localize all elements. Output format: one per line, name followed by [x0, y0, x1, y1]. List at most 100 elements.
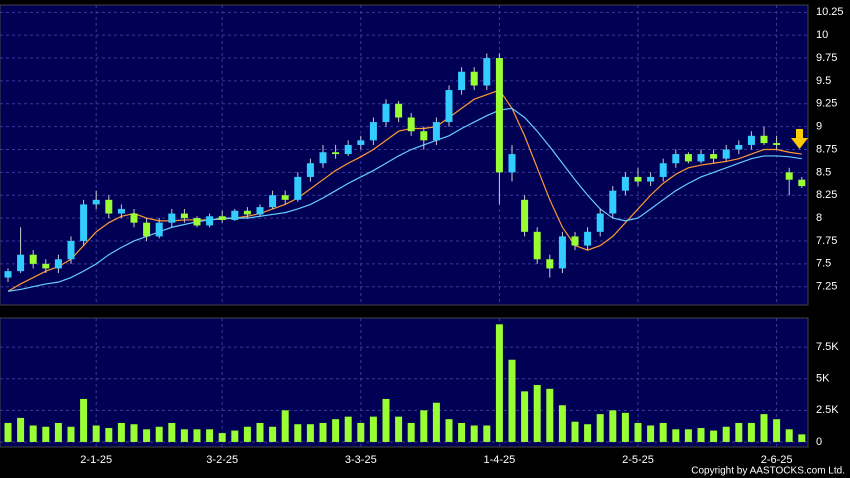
volume-bar [420, 410, 428, 442]
candle-body [17, 254, 25, 272]
candle-body [344, 144, 352, 155]
volume-bar [395, 416, 403, 442]
candle-body [155, 222, 163, 237]
candle-body [722, 149, 730, 159]
candle-body [407, 117, 415, 132]
volume-bar [747, 422, 755, 442]
volume-bar [344, 416, 352, 442]
candle-body [130, 213, 138, 223]
x-tick-label: 2-1-25 [80, 454, 112, 466]
candle-body [168, 213, 176, 223]
volume-bar [80, 398, 88, 442]
candle-body [521, 199, 529, 232]
y-tick-label: 8.25 [816, 189, 837, 201]
volume-bar [382, 398, 390, 442]
candle-body [508, 154, 516, 173]
candle-body [420, 131, 428, 141]
volume-bar [130, 424, 138, 442]
y-tick-label: 7.75 [816, 235, 837, 247]
candle-body [659, 163, 667, 177]
candle-body [445, 90, 453, 123]
x-tick-label: 3-3-25 [345, 454, 377, 466]
y-tick-label: 0 [816, 436, 822, 448]
y-tick-label: 8.75 [816, 143, 837, 155]
volume-bar [67, 426, 75, 442]
volume-bar [29, 425, 37, 442]
volume-bar [369, 416, 377, 442]
marks: 7.25 7.5 7.75 8 8.25 8.5 8.75 9 9.25 9.5 9.75 10 10.… [0, 5, 844, 466]
candle-body [785, 172, 793, 180]
x-tick-label: 1-4-25 [484, 454, 516, 466]
candle-body [256, 207, 264, 215]
volume-bar [760, 414, 768, 442]
volume-bar [218, 433, 226, 442]
y-tick-label: 9 [816, 121, 822, 133]
volume-bar [571, 421, 579, 442]
candle-body [382, 103, 390, 123]
volume-bar [92, 425, 100, 442]
arrow-marker [791, 129, 808, 149]
x-tick-label: 3-2-25 [206, 454, 238, 466]
candle-body [143, 222, 151, 237]
candle-body [697, 154, 705, 162]
volume-bar [659, 422, 667, 442]
volume-bar [105, 428, 113, 442]
candle-body [672, 154, 680, 164]
candle-body [773, 143, 781, 145]
candle-body [798, 179, 806, 187]
moving-average-line [7, 107, 802, 292]
volume-bar [697, 428, 705, 442]
volume-bar [256, 422, 264, 442]
candle-body [92, 199, 100, 205]
candle-body [281, 195, 289, 200]
candle-body [634, 176, 642, 182]
candle-body [180, 213, 188, 219]
volume-bar [432, 402, 440, 442]
y-tick-label: 8.5 [816, 166, 831, 178]
candle-body [117, 208, 125, 214]
candle-body [483, 58, 491, 86]
volume-bar [508, 359, 516, 442]
volume-bar [773, 419, 781, 442]
y-tick-label: 5K [816, 373, 830, 385]
volume-bar [470, 425, 478, 442]
volume-bar [231, 430, 239, 442]
x-tick-label: 2-5-25 [622, 454, 654, 466]
volume-bar [117, 422, 125, 442]
volume-bar [193, 429, 201, 442]
candle-body [596, 213, 604, 232]
candle-body [369, 122, 377, 141]
volume-bar [294, 424, 302, 442]
volume-bar [735, 422, 743, 442]
candle-body [319, 152, 327, 164]
volume-bar [584, 424, 592, 442]
candle-body [735, 144, 743, 150]
y-tick-label: 10.25 [816, 6, 844, 18]
candle-body [29, 254, 37, 264]
candle-body [495, 58, 503, 173]
volume-bar [243, 426, 251, 442]
candle-body [584, 231, 592, 246]
y-tick-label: 8 [816, 212, 822, 224]
volume-bar [609, 410, 617, 442]
volume-bar [647, 425, 655, 442]
volume-bar [306, 424, 314, 442]
y-tick-label: 7.5K [816, 341, 839, 353]
candle-body [294, 176, 302, 200]
moving-average-line [7, 89, 802, 292]
y-tick-label: 9.25 [816, 98, 837, 110]
volume-bar [458, 422, 466, 442]
candle-body [621, 176, 629, 191]
y-tick-label: 9.75 [816, 52, 837, 64]
candle-body [269, 195, 277, 208]
y-tick-label: 9.5 [816, 75, 831, 87]
volume-bar [206, 429, 214, 442]
candle-body [243, 210, 251, 215]
volume-bar [621, 412, 629, 442]
volume-bar [785, 429, 793, 442]
candle-body [206, 216, 214, 226]
candle-body [747, 135, 755, 145]
candle-body [332, 152, 340, 155]
volume-bar [143, 429, 151, 442]
volume-bar [332, 419, 340, 442]
